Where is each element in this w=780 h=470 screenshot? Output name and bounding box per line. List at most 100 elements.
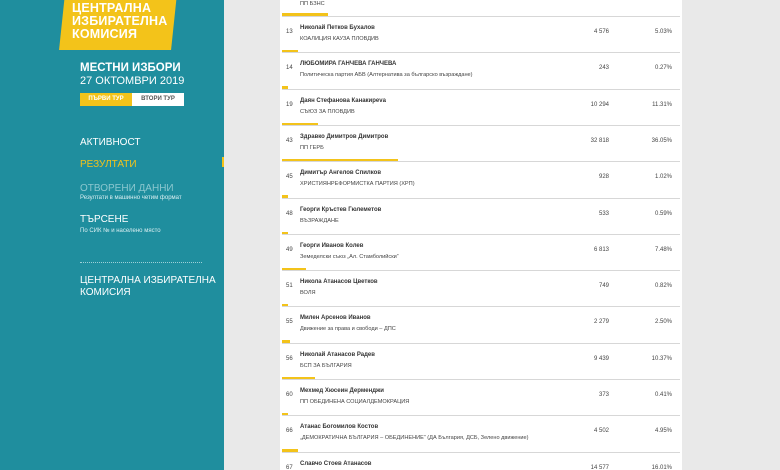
vote-count: 6 813: [593, 246, 609, 253]
party-name: Политическа партия АБВ (Алтернатива за б…: [300, 72, 473, 79]
previous-row-party: ПП БЗНС: [300, 1, 325, 7]
ballot-number: 48: [286, 210, 293, 217]
result-row: 60 Мехмед Хюсеин Дерменджи ПП ОБЕДИНЕНА СО…: [280, 379, 682, 416]
vote-percent: 10.37%: [651, 355, 672, 362]
logo-line-3: КОМИСИЯ: [72, 27, 138, 41]
tab-first-round[interactable]: ПЪРВИ ТУР: [80, 93, 132, 106]
ballot-number: 67: [286, 464, 293, 470]
vote-percent: 11.31%: [652, 101, 672, 108]
row-divider: [282, 342, 680, 344]
nav-search[interactable]: ТЪРСЕНЕ: [80, 214, 129, 225]
row-divider: [282, 197, 680, 199]
row-divider: [282, 415, 680, 417]
vote-count: 10 294: [590, 101, 609, 108]
vote-percent: 2.50%: [654, 319, 672, 326]
result-row: 45 Димитър Ангелов Спилков ХРИСТИЯНРЕФОРМИ…: [280, 161, 682, 199]
vote-count: 373: [598, 392, 609, 398]
result-row: 66 Атанас Богомилов Костов „ДЕМОКРАТИЧНА Б…: [280, 415, 682, 453]
row-divider: [282, 233, 680, 235]
vote-count: 4 576: [593, 29, 609, 35]
ballot-number: 60: [286, 392, 293, 398]
election-title: МЕСТНИ ИЗБОРИ: [80, 62, 181, 74]
round-tabs: ПЪРВИ ТУР ВТОРИ ТУР: [80, 93, 184, 106]
vote-share-bar: [282, 50, 299, 53]
vote-share-bar: [282, 413, 288, 416]
vote-share-bar: [282, 122, 319, 126]
result-row: 13 Николай Петков Бухалов КОАЛИЦИЯ КАУЗА П…: [280, 16, 682, 53]
candidate-name: Георги Кръстев Гюлеметов: [300, 206, 382, 213]
vote-count: 9 439: [593, 355, 609, 362]
row-divider: [282, 451, 680, 453]
row-divider: [282, 306, 680, 308]
vote-count: 14 577: [590, 464, 609, 470]
party-name: ПП ГЕРБ: [300, 144, 324, 151]
row-divider: [282, 379, 680, 380]
result-row: 48 Георги Кръстев Гюлеметов ВЪЗРАЖДАНЕ 533 0…: [280, 197, 682, 235]
candidate-name: Даян Стефанова Канакиреva: [300, 97, 386, 104]
ballot-number: 55: [286, 319, 293, 326]
ballot-number: 14: [286, 65, 293, 72]
party-name: СЪЮЗ ЗА ПЛОВДИВ: [300, 108, 355, 115]
vote-count: 4 502: [593, 428, 609, 435]
candidate-name: Николай Петков Бухалов: [300, 25, 375, 31]
result-row: 51 Никола Атанасов Цветков ВОЛЯ 749 0.82%: [280, 270, 682, 308]
ballot-number: 56: [286, 355, 293, 362]
party-name: ВОЛЯ: [300, 290, 316, 297]
logo-text[interactable]: ЦЕНТРАЛНА ИЗБИРАТЕЛНА КОМИСИЯ: [72, 2, 167, 41]
ballot-number: 66: [286, 428, 293, 435]
vote-share-bar: [282, 158, 398, 162]
sidebar-footer-link[interactable]: ЦЕНТРАЛНА ИЗБИРАТЕЛНА КОМИСИЯ: [80, 275, 216, 299]
vote-percent: 5.03%: [654, 29, 672, 35]
tab-second-round[interactable]: ВТОРИ ТУР: [132, 93, 184, 106]
candidate-name: Атанас Богомилов Костов: [300, 424, 379, 431]
vote-share-bar: [282, 86, 288, 90]
ballot-number: 45: [286, 174, 293, 181]
vote-share-bar: [282, 195, 288, 199]
row-divider: [282, 52, 680, 54]
candidate-name: Никола Атанасов Цветков: [300, 279, 378, 286]
vote-count: 243: [598, 65, 609, 72]
vote-count: 32 818: [590, 137, 609, 144]
active-nav-marker: [222, 157, 224, 167]
ballot-number: 13: [286, 29, 293, 35]
party-name: КОАЛИЦИЯ КАУЗА ПЛОВДИВ: [300, 36, 379, 42]
nav-open-data[interactable]: ОТВОРЕНИ ДАННИ: [80, 183, 174, 194]
logo-line-1: ЦЕНТРАЛНА: [72, 1, 152, 15]
nav-open-data-subtitle: Резултати в машинно четим формат: [80, 195, 182, 201]
vote-percent: 7.48%: [654, 246, 672, 253]
result-row: 43 Здравко Димитров Димитров ПП ГЕРБ 32 818…: [280, 124, 682, 162]
party-name: ПП ОБЕДИНЕНА СОЦИАЛДЕМОКРАЦИЯ: [300, 399, 410, 405]
vote-count: 928: [598, 174, 609, 181]
result-row: 67 Славчо Стоев Атанасов 14 577 16.01%: [280, 451, 682, 470]
vote-percent: 0.59%: [654, 210, 672, 217]
vote-percent: 16.01%: [651, 464, 672, 470]
vote-share-bar: [282, 449, 298, 453]
candidate-name: Георги Иванов Колев: [300, 242, 364, 249]
footer-line-2: КОМИСИЯ: [80, 287, 131, 298]
nav-activity[interactable]: АКТИВНОСТ: [80, 137, 141, 148]
vote-share-bar: [282, 304, 288, 308]
row-divider: [282, 161, 680, 163]
nav-results[interactable]: РЕЗУЛТАТИ: [80, 159, 137, 170]
ballot-number: 51: [286, 283, 293, 290]
sidebar: ЦЕНТРАЛНА ИЗБИРАТЕЛНА КОМИСИЯ МЕСТНИ ИЗБ…: [0, 0, 224, 470]
result-row: 14 ЛЮБОМИРА ГАНЧЕВА ГАНЧЕВА Политическа па…: [280, 52, 682, 90]
candidate-name: Здравко Димитров Димитров: [300, 133, 389, 140]
vote-share-bar: [282, 267, 307, 271]
candidate-name: Милен Арсенов Иванов: [300, 315, 371, 322]
vote-percent: 36.05%: [651, 137, 672, 144]
party-name: „ДЕМОКРАТИЧНА БЪЛГАРИЯ – ОБЕДИНЕНИЕ“ (ДА…: [300, 435, 529, 442]
candidate-name: Димитър Ангелов Спилков: [300, 170, 382, 177]
result-row: 19 Даян Стефанова Канакиреva СЪЮЗ ЗА ПЛОВД…: [280, 88, 682, 126]
election-date: 27 ОКТОМВРИ 2019: [80, 75, 185, 87]
candidate-name: Славчо Стоев Атанасов: [300, 460, 372, 467]
vote-percent: 0.41%: [654, 392, 672, 398]
vote-count: 2 279: [593, 319, 609, 326]
candidate-name: Николай Атанасов Радев: [300, 351, 375, 358]
party-name: БСП ЗА БЪЛГАРИЯ: [300, 362, 352, 369]
row-divider: [282, 270, 680, 272]
vote-share-bar: [282, 340, 291, 344]
result-row: 49 Георги Иванов Колев Земеделски съюз „Ал…: [280, 233, 682, 271]
result-row: 56 Николай Атанасов Радев БСП ЗА БЪЛГАРИЯ 9…: [280, 342, 682, 380]
